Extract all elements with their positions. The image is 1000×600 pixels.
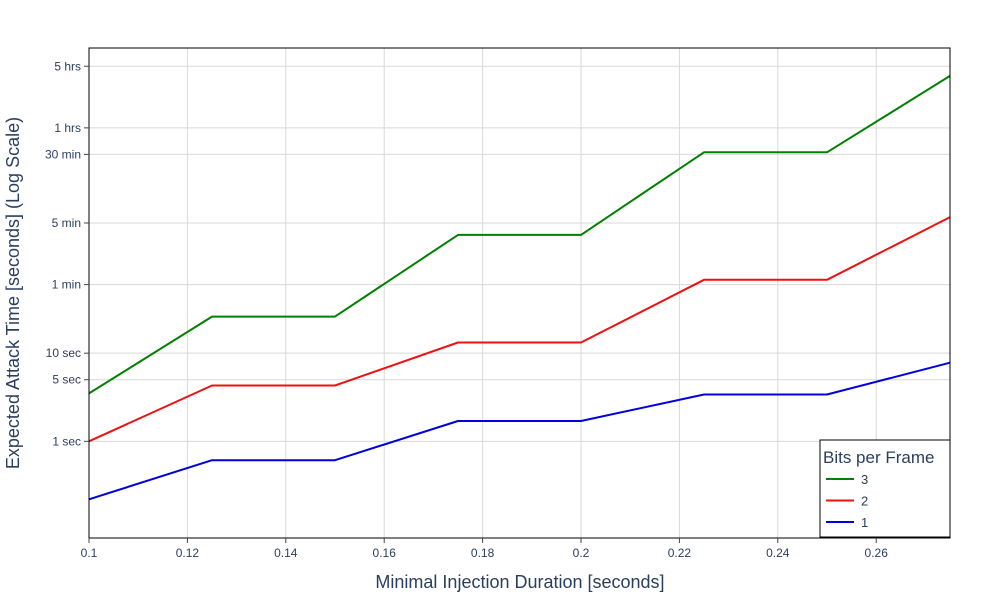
y-tick-label: 5 sec <box>52 373 81 387</box>
x-axis-title: Minimal Injection Duration [seconds] <box>375 572 664 592</box>
y-tick-label: 30 min <box>45 147 81 161</box>
legend-item-1: 1 <box>826 515 868 530</box>
legend-item-3: 3 <box>826 472 868 487</box>
y-tick-label: 5 hrs <box>54 59 81 73</box>
y-axis-title: Expected Attack Time [seconds] (Log Scal… <box>3 117 23 469</box>
y-tick-label: 1 hrs <box>54 121 81 135</box>
x-tick-label: 0.14 <box>274 546 298 560</box>
legend: Bits per Frame 3 2 1 <box>819 439 951 538</box>
plot-frame <box>88 47 951 539</box>
x-tick-label: 0.24 <box>766 546 790 560</box>
x-tick-label: 0.18 <box>471 546 495 560</box>
x-tick-label: 0.2 <box>573 546 590 560</box>
series-line-2 <box>88 216 951 443</box>
x-tick-label: 0.16 <box>373 546 397 560</box>
y-axis-ticks: 1 sec 5 sec 10 sec 1 min 5 min 30 min 1 hrs 5 h… <box>45 59 89 448</box>
legend-label: 1 <box>861 515 868 530</box>
series-line-1 <box>88 361 951 501</box>
x-tick-label: 0.26 <box>865 546 889 560</box>
legend-label: 3 <box>861 472 868 487</box>
x-axis-ticks: 0.1 0.12 0.14 0.16 0.18 0.2 0.22 0.24 0.26 <box>81 538 889 560</box>
y-tick-label: 1 min <box>52 278 81 292</box>
series-line-3 <box>88 75 951 395</box>
legend-box <box>819 439 951 538</box>
y-tick-label: 1 sec <box>52 434 81 448</box>
legend-title: Bits per Frame <box>823 448 934 467</box>
x-tick-label: 0.22 <box>668 546 692 560</box>
x-tick-label: 0.1 <box>81 546 98 560</box>
grid <box>88 48 950 538</box>
y-tick-label: 5 min <box>52 216 81 230</box>
legend-item-2: 2 <box>826 494 868 509</box>
series-lines <box>88 75 951 501</box>
legend-label: 2 <box>861 494 868 509</box>
y-tick-label: 10 sec <box>46 346 81 360</box>
x-tick-label: 0.12 <box>176 546 200 560</box>
